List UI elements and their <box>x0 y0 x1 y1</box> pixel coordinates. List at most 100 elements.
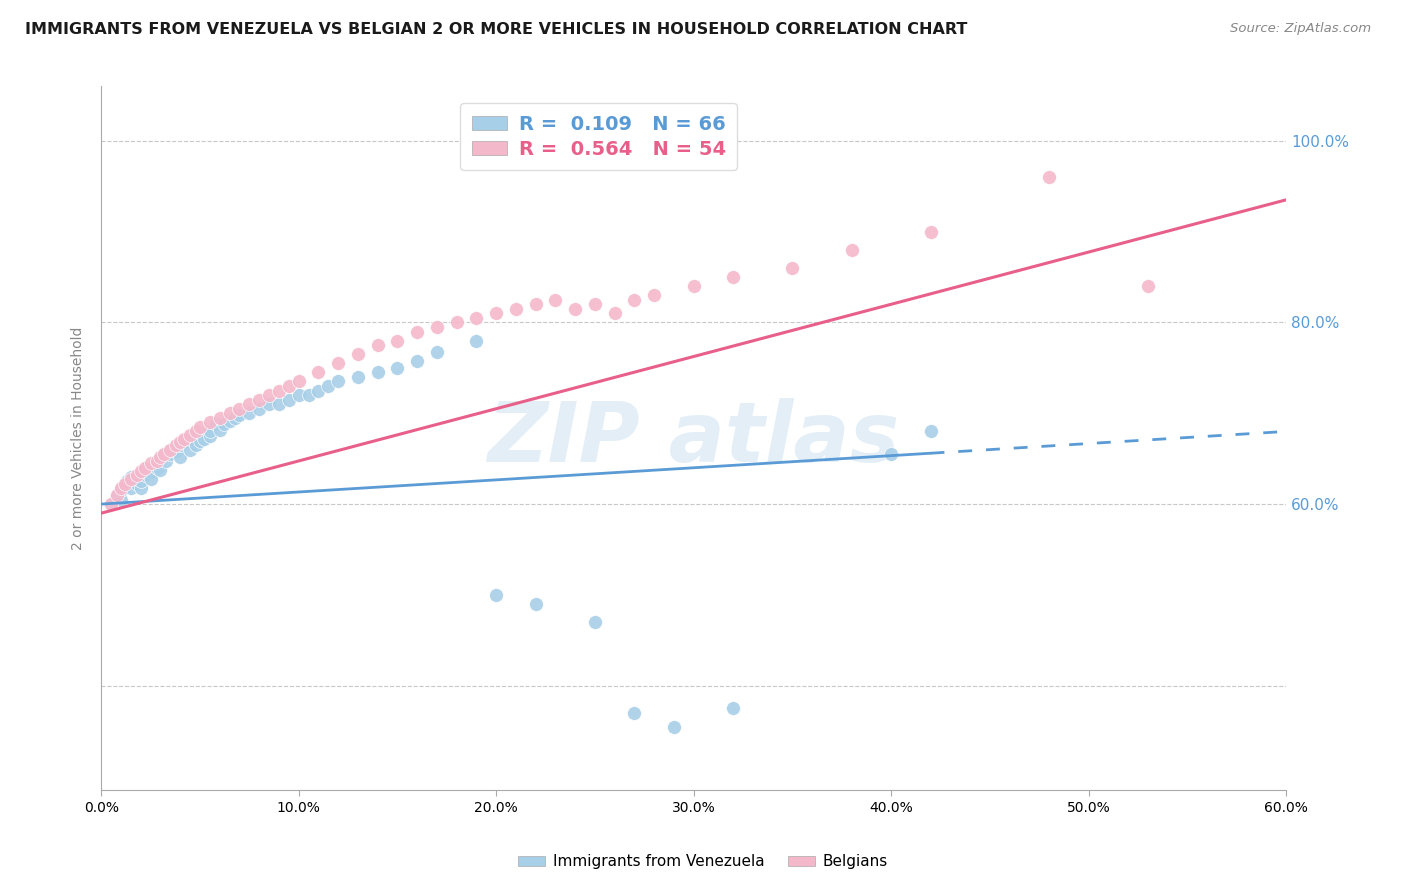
Point <box>169 435 191 450</box>
Point <box>198 429 221 443</box>
Point <box>277 392 299 407</box>
Point <box>129 475 152 489</box>
Point <box>218 406 240 420</box>
Point <box>347 347 370 361</box>
Point <box>247 392 270 407</box>
Point <box>139 465 162 479</box>
Point <box>446 316 468 330</box>
Point <box>159 447 181 461</box>
Point <box>179 428 201 442</box>
Point <box>153 447 176 461</box>
Point <box>406 353 429 368</box>
Point <box>228 401 250 416</box>
Point <box>267 384 290 398</box>
Point <box>114 479 136 493</box>
Point <box>1038 170 1060 185</box>
Point <box>110 492 132 507</box>
Point <box>387 334 409 348</box>
Point <box>188 420 211 434</box>
Point <box>623 706 645 720</box>
Point <box>134 460 156 475</box>
Point <box>782 260 804 275</box>
Point <box>347 370 370 384</box>
Point <box>134 460 156 475</box>
Point <box>184 438 207 452</box>
Point <box>228 408 250 422</box>
Point <box>307 384 329 398</box>
Point <box>328 356 350 370</box>
Point <box>841 243 863 257</box>
Point <box>721 701 744 715</box>
Point <box>257 397 280 411</box>
Text: ZIP atlas: ZIP atlas <box>488 398 900 479</box>
Point <box>179 432 201 446</box>
Point <box>193 432 215 446</box>
Point <box>188 434 211 448</box>
Legend: R =  0.109   N = 66, R =  0.564   N = 54: R = 0.109 N = 66, R = 0.564 N = 54 <box>460 103 737 170</box>
Point <box>920 425 942 439</box>
Point <box>426 344 449 359</box>
Point <box>125 468 148 483</box>
Point <box>426 320 449 334</box>
Point <box>125 477 148 491</box>
Point <box>367 338 389 352</box>
Point <box>485 306 508 320</box>
Point <box>110 481 132 495</box>
Point <box>721 270 744 285</box>
Point <box>139 456 162 470</box>
Point <box>297 388 319 402</box>
Point <box>623 293 645 307</box>
Point <box>188 426 211 441</box>
Point <box>564 301 586 316</box>
Point <box>100 497 122 511</box>
Point <box>165 444 187 458</box>
Point <box>218 413 240 427</box>
Point <box>643 288 665 302</box>
Point <box>880 447 903 461</box>
Point <box>173 432 195 446</box>
Point <box>153 447 176 461</box>
Point <box>238 397 260 411</box>
Text: IMMIGRANTS FROM VENEZUELA VS BELGIAN 2 OR MORE VEHICLES IN HOUSEHOLD CORRELATION: IMMIGRANTS FROM VENEZUELA VS BELGIAN 2 O… <box>25 22 967 37</box>
Point <box>120 472 142 486</box>
Point <box>238 406 260 420</box>
Point <box>105 488 128 502</box>
Point <box>145 460 167 475</box>
Point <box>583 297 606 311</box>
Point <box>125 472 148 486</box>
Point <box>920 225 942 239</box>
Point <box>307 366 329 380</box>
Point <box>328 375 350 389</box>
Point <box>173 435 195 450</box>
Point <box>662 720 685 734</box>
Point <box>505 301 527 316</box>
Point <box>583 615 606 629</box>
Point <box>524 597 547 611</box>
Point <box>100 497 122 511</box>
Point <box>184 425 207 439</box>
Point <box>1136 279 1159 293</box>
Point <box>110 483 132 498</box>
Point <box>179 442 201 457</box>
Point <box>114 477 136 491</box>
Point <box>169 438 191 452</box>
Point <box>159 442 181 457</box>
Point <box>603 306 626 320</box>
Point <box>159 442 181 457</box>
Point <box>257 388 280 402</box>
Point <box>198 415 221 429</box>
Point <box>247 401 270 416</box>
Point <box>139 472 162 486</box>
Point <box>165 438 187 452</box>
Point <box>198 425 221 439</box>
Point <box>208 410 231 425</box>
Point <box>149 462 172 476</box>
Point <box>465 310 488 325</box>
Point <box>212 417 235 432</box>
Point <box>105 488 128 502</box>
Point <box>277 379 299 393</box>
Point <box>406 325 429 339</box>
Point <box>682 279 704 293</box>
Point <box>155 453 177 467</box>
Point <box>208 423 231 437</box>
